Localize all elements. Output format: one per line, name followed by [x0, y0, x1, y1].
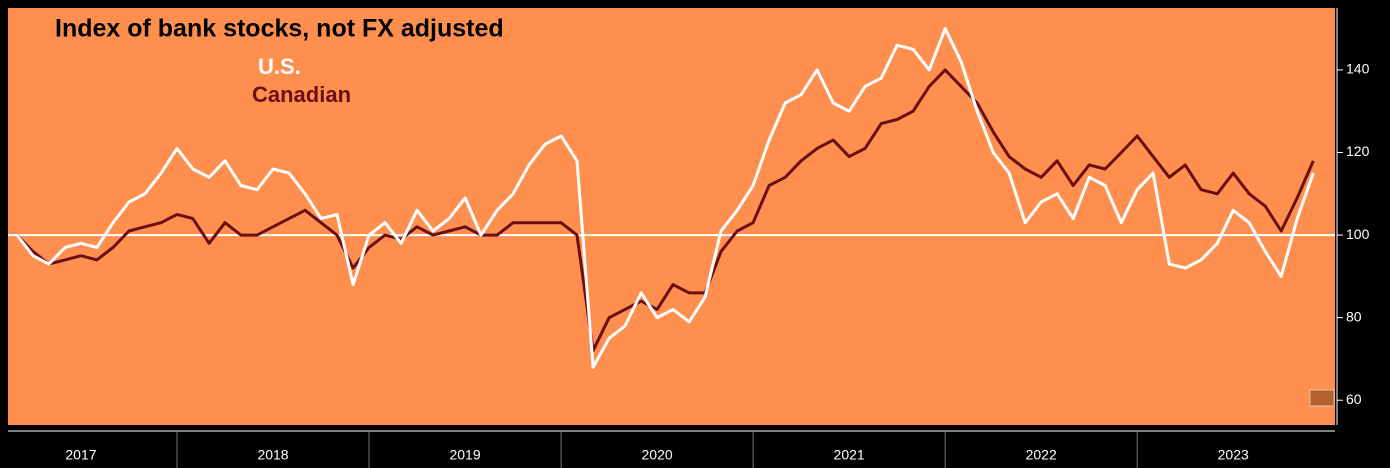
- legend-canadian: Canadian: [252, 82, 351, 107]
- x-tick-label: 2023: [1218, 447, 1249, 463]
- y-tick-label: 140: [1346, 61, 1370, 77]
- x-tick-label: 2017: [65, 447, 96, 463]
- series-line: [15, 68, 1315, 353]
- y-tick-label: 100: [1346, 226, 1370, 242]
- chart-title: Index of bank stocks, not FX adjusted: [55, 15, 504, 43]
- x-tick-label: 2018: [257, 447, 288, 463]
- plot-area: [8, 8, 1335, 425]
- x-tick-label: 2022: [1026, 447, 1057, 463]
- y-tick-label: 120: [1346, 143, 1370, 159]
- x-tick-label: 2019: [449, 447, 480, 463]
- series-line: [15, 27, 1315, 369]
- x-tick-label: 2020: [642, 447, 673, 463]
- legend-us: U.S.: [258, 54, 301, 79]
- x-tick-label: 2021: [834, 447, 865, 463]
- chart-icon: [1309, 389, 1335, 407]
- marks: [8, 27, 1335, 369]
- y-tick-label: 80: [1346, 308, 1362, 324]
- y-tick-label: 60: [1346, 391, 1362, 407]
